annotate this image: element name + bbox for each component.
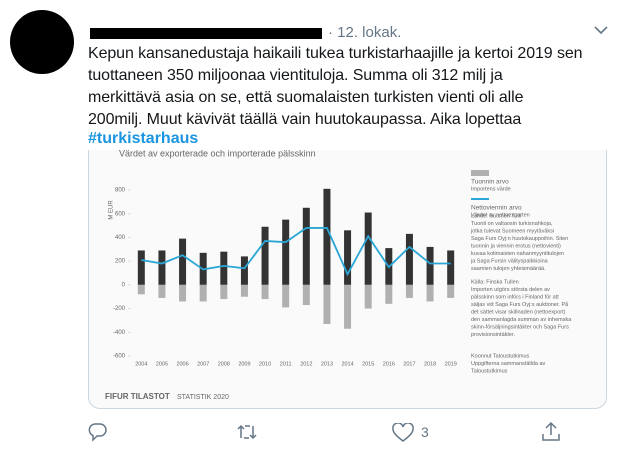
bar <box>282 285 289 308</box>
x-tick-label: 2005 <box>156 361 168 367</box>
y-tick-label: 600 <box>115 211 126 217</box>
source-note: Importen utgörs största delen av <box>471 287 550 293</box>
source-note: Taloustutkimus <box>471 368 508 374</box>
retweet-button[interactable] <box>236 422 258 442</box>
y-axis-label: M EUR <box>109 200 115 220</box>
x-tick-label: 2011 <box>280 361 292 367</box>
bar <box>344 285 351 329</box>
tweet-text: tuottaneen 350 miljoonaa vientituloja. S… <box>88 67 503 85</box>
like-button[interactable] <box>392 423 414 443</box>
tweet-date[interactable]: · 12. lokak. <box>328 24 401 41</box>
y-tick-label: 200 <box>115 259 126 265</box>
y-tick-label: 400 <box>115 235 126 241</box>
bar <box>220 252 227 285</box>
x-tick-label: 2017 <box>403 361 415 367</box>
source-note: ja Saga Fursin välityspalkkioina <box>470 258 549 264</box>
bar <box>365 285 372 309</box>
tweet-text: merkittävä asia on se, että suomalaisten… <box>88 89 523 107</box>
chart-footer: FIFUR TILASTOT <box>105 392 170 401</box>
bar <box>323 285 330 324</box>
source-note: Källa: Finska Tullen <box>471 279 519 285</box>
source-note: den sammanlagda summan av inhemska <box>471 317 572 323</box>
x-tick-label: 2012 <box>300 361 312 367</box>
bar <box>365 213 372 285</box>
legend-sublabel: Importens värde <box>471 186 511 192</box>
y-tick-label: -600 <box>113 354 126 360</box>
source-note: det sättet visar skillnaden (nettoexport… <box>471 309 566 315</box>
hashtag[interactable]: #turkistarhaus <box>88 130 198 148</box>
y-tick-label: 0 <box>122 282 126 288</box>
x-tick-label: 2013 <box>321 361 333 367</box>
reply-button[interactable] <box>88 422 108 442</box>
source-note: Lähde: Suomen Tulli <box>471 213 521 219</box>
chart-subtitle: Värdet av exporterade och importerade pä… <box>119 150 316 158</box>
bar <box>200 285 207 302</box>
chart-footer-sub: STATISTIK 2020 <box>177 394 229 401</box>
bar <box>344 230 351 285</box>
menu-chevron[interactable] <box>593 22 609 38</box>
legend-swatch <box>471 170 489 176</box>
bar <box>138 250 145 284</box>
bar <box>447 250 454 284</box>
source-note: tuonnin ja viennin erotus (nettovienti) <box>471 243 561 249</box>
y-tick-label: 800 <box>115 188 126 194</box>
bar <box>241 285 248 297</box>
tweet-text: 200milj. Muut kävivät täällä vain huutok… <box>88 111 521 129</box>
x-tick-label: 2016 <box>383 361 395 367</box>
source-note: pälsskinn som införs i Finland för att <box>471 294 559 300</box>
bar <box>158 285 165 298</box>
page: · 12. lokak. Kepun kansanedustaja haikai… <box>0 0 619 451</box>
bar <box>406 285 413 298</box>
source-note: jotka tulevat Suomeen myytäväksi <box>470 228 554 234</box>
legend-label: Nettoviennin arvo <box>471 205 522 212</box>
bar <box>303 285 310 305</box>
bar <box>220 285 227 299</box>
source-note: Koonnut Taloustutkimus <box>471 353 530 359</box>
bar <box>241 256 248 284</box>
bar <box>427 247 434 285</box>
like-count: 3 <box>421 424 429 440</box>
bar <box>323 189 330 285</box>
x-tick-label: 2010 <box>259 361 271 367</box>
source-note: kuvaa kotimaisten nahanmyyntitulojen <box>471 251 564 257</box>
bar <box>262 285 269 299</box>
source-note: saamien tulojen yhteismäärää. <box>471 266 546 272</box>
bar <box>282 220 289 285</box>
source-note: Tuonti on valtaosin turkisnahkoja, <box>471 221 553 227</box>
bar <box>385 285 392 304</box>
source-note: Saga Furs Oyj:n huutokauppoihin. Siten <box>471 236 568 242</box>
bar <box>179 285 186 302</box>
x-tick-label: 2015 <box>362 361 374 367</box>
tweet-text: Kepun kansanedustaja haikaili tukea turk… <box>88 45 582 63</box>
x-tick-label: 2006 <box>176 361 188 367</box>
x-tick-label: 2009 <box>238 361 250 367</box>
y-tick-label: -400 <box>113 330 126 336</box>
x-tick-label: 2014 <box>341 361 353 367</box>
y-tick-label: -200 <box>113 306 126 312</box>
bar <box>427 285 434 302</box>
source-note: provisionsintäkter. <box>471 332 515 338</box>
share-button[interactable] <box>541 421 561 443</box>
source-note: Uppgifterna sammanställda av <box>471 361 546 367</box>
net-line <box>141 228 450 274</box>
x-tick-label: 2007 <box>197 361 209 367</box>
bar <box>179 239 186 285</box>
x-tick-label: 2004 <box>135 361 147 367</box>
bar <box>138 285 145 294</box>
source-note: skinn-försäljningsintäkter och Saga Furs <box>471 324 569 330</box>
x-tick-label: 2019 <box>445 361 457 367</box>
avatar[interactable] <box>10 10 74 74</box>
x-tick-label: 2008 <box>218 361 230 367</box>
legend-label: Tuonnin arvo <box>471 179 509 186</box>
chart-image[interactable]: Värdet av exporterade och importerade pä… <box>88 150 607 409</box>
redacted-name <box>90 28 322 39</box>
bar <box>158 250 165 284</box>
source-note: säljas vid Saga Furs Oyj:s auktioner. På <box>471 301 569 308</box>
bar <box>262 227 269 285</box>
bar <box>406 234 413 285</box>
bar <box>447 285 454 298</box>
x-tick-label: 2018 <box>424 361 436 367</box>
bar <box>303 208 310 285</box>
